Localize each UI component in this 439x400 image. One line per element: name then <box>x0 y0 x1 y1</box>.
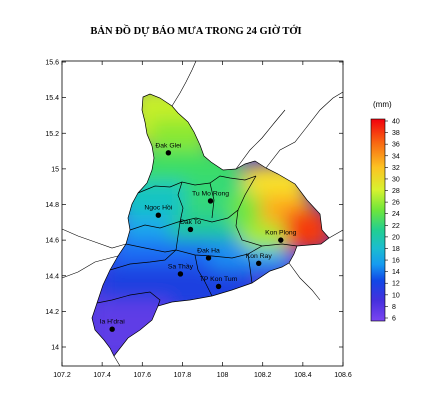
colorbar-tick-label: 26 <box>392 200 400 207</box>
district-dot <box>155 212 162 218</box>
neighbor-boundaries <box>61 60 344 367</box>
y-tick-label: 15.6 <box>45 60 59 67</box>
colorbar-tick-label: 16 <box>392 258 400 265</box>
y-tick-label: 14 <box>51 345 59 352</box>
colorbar: (mm) 40 38 36 34 32 30 28 26 24 22 20 18 16 14 12 10 8 6 <box>370 100 400 323</box>
district-label: Sa Thầy <box>168 261 194 270</box>
x-tick-label: 107.4 <box>93 372 111 379</box>
y-tick-label: 15 <box>51 166 59 173</box>
district-dot <box>187 226 194 233</box>
y-axis: 15.6 15.4 15.2 15 14.8 14.6 14.4 14.2 14 <box>45 60 343 352</box>
district-label: TP Kon Tum <box>200 276 238 283</box>
district-label: Đak Glei <box>155 142 182 149</box>
y-tick-label: 14.2 <box>45 309 59 316</box>
colorbar-tick-label: 38 <box>392 130 400 137</box>
district-label: Ia H'drai <box>100 319 126 326</box>
district-dot <box>256 260 262 266</box>
district-dot <box>165 150 172 156</box>
y-tick-label: 15.2 <box>45 131 59 138</box>
x-tick-label: 107.8 <box>174 372 192 379</box>
x-tick-label: 108.4 <box>294 372 312 379</box>
district-dot <box>207 198 214 204</box>
district-dot <box>109 326 115 332</box>
x-tick-label: 107.2 <box>53 372 71 379</box>
y-tick-label: 15.4 <box>45 95 59 102</box>
x-tick-label: 108.6 <box>334 372 352 379</box>
colorbar-tick-label: 8 <box>392 304 396 311</box>
x-axis: 107.2 107.4 107.6 107.8 108 108.2 108.4 108.6 <box>53 61 352 379</box>
colorbar-tick-label: 18 <box>392 246 400 253</box>
x-tick-label: 107.6 <box>134 372 152 379</box>
colorbar-scale <box>370 118 386 322</box>
colorbar-tick-label: 14 <box>392 269 400 276</box>
colorbar-unit: (mm) <box>373 100 392 109</box>
colorbar-tick-label: 20 <box>392 234 400 241</box>
colorbar-tick-label: 28 <box>392 188 400 195</box>
colorbar-tick-label: 40 <box>392 119 400 126</box>
colorbar-tick-label: 6 <box>392 316 396 323</box>
district-label: Ngoc Hồi <box>144 203 172 212</box>
colorbar-tick-label: 30 <box>392 176 400 183</box>
y-tick-label: 14.6 <box>45 238 59 245</box>
district-markers: Đak Glei Tu Mo Rong Ngoc Hồi Đak To Kon Plon… <box>100 142 297 332</box>
district-dot <box>215 283 222 290</box>
y-tick-label: 14.8 <box>45 202 59 209</box>
colorbar-tick-label: 22 <box>392 223 400 230</box>
y-tick-label: 14.4 <box>45 273 59 280</box>
map-title: BẢN ĐỒ DỰ BÁO MƯA TRONG 24 GIỜ TỚI <box>90 26 302 37</box>
district-label: Kon Plong <box>265 230 297 237</box>
district-dot <box>177 271 184 277</box>
boundaries <box>91 93 330 357</box>
colorbar-tick-label: 24 <box>392 211 400 218</box>
colorbar-tick-label: 36 <box>392 142 400 149</box>
district-label: Kon Ray <box>246 253 273 260</box>
colorbar-tick-label: 10 <box>392 292 400 299</box>
colorbar-tick-label: 12 <box>392 281 400 288</box>
x-tick-label: 108.2 <box>254 372 272 379</box>
district-dot <box>205 255 212 261</box>
colorbar-tick-label: 32 <box>392 165 400 172</box>
district-label: Đak To <box>180 219 201 226</box>
district-label: Đak Ha <box>197 247 220 254</box>
x-tick-label: 108 <box>217 372 229 379</box>
district-label: Tu Mo Rong <box>192 190 229 197</box>
district-dot <box>278 237 284 243</box>
colorbar-tick-label: 34 <box>392 153 400 160</box>
